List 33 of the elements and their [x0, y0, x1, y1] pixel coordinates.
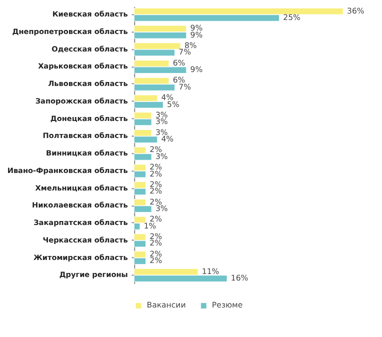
data-label: 5%: [167, 100, 180, 109]
data-label: 8%: [184, 41, 197, 50]
data-label: 2%: [150, 186, 162, 196]
data-label: 9%: [190, 65, 203, 74]
data-label: 2%: [150, 238, 162, 248]
data-label: 7%: [178, 82, 191, 92]
data-label: 4%: [161, 93, 174, 102]
data-label: 2%: [150, 169, 162, 178]
data-label: 3%: [155, 128, 168, 137]
data-label: 2%: [150, 214, 162, 224]
data-label: 2%: [150, 256, 162, 266]
data-label: 9%: [190, 24, 203, 33]
legend-label: Резюме: [212, 300, 243, 310]
data-label: 7%: [178, 48, 191, 57]
data-label: 2%: [150, 145, 162, 154]
data-label: 36%: [347, 6, 364, 16]
data-label: 2%: [150, 197, 162, 206]
data-label: 3%: [155, 204, 168, 213]
data-label: 3%: [155, 117, 168, 126]
data-label: 2%: [150, 162, 162, 172]
data-label: 2%: [150, 249, 162, 258]
data-label: 6%: [172, 58, 186, 68]
data-label: 3%: [155, 110, 168, 120]
data-label: 11%: [202, 266, 220, 276]
data-label: 1%: [144, 221, 156, 230]
data-label: 2%: [150, 180, 162, 189]
data-label: 6%: [172, 76, 186, 85]
data-label: 9%: [190, 30, 203, 40]
data-label: 16%: [230, 273, 248, 282]
legend-label: Вакансии: [146, 300, 186, 310]
data-label: 3%: [155, 152, 168, 161]
data-label: 4%: [161, 134, 174, 144]
data-label: 25%: [283, 12, 300, 22]
